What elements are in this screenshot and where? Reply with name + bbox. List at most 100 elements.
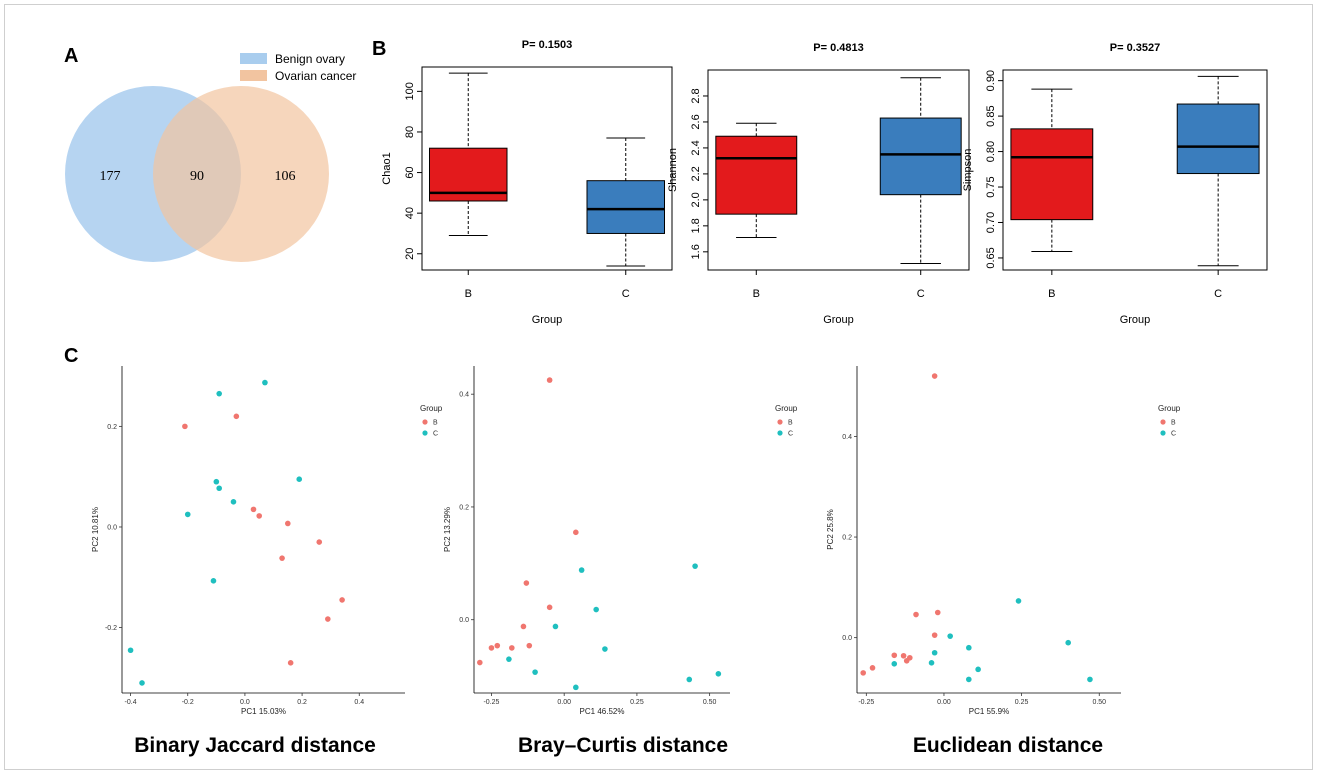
point-C <box>506 656 512 662</box>
y-axis-label-chao1: Chao1 <box>381 152 393 184</box>
point-C <box>975 666 981 673</box>
point-C <box>230 499 237 505</box>
y-tick-label: 0.65 <box>985 247 997 268</box>
boxplot-shannon: P= 0.4813 1.6 1.8 2.0 2.2 2.4 2.6 2.8 Shannon B C G… <box>667 42 970 326</box>
caption-euclidean: Euclidean distance <box>913 734 1103 757</box>
x-tick-label: 0.25 <box>630 699 644 706</box>
y-tick-label: 0.70 <box>985 212 997 233</box>
x-tick-label: 0.2 <box>297 699 307 706</box>
point-B <box>284 520 291 527</box>
x-axis-label-simpson: Group <box>1120 314 1151 326</box>
point-B <box>488 645 495 651</box>
x-axis-label-chao1: Group <box>532 314 563 326</box>
point-B <box>891 652 898 659</box>
y-tick-label: 1.6 <box>690 244 702 259</box>
y-tick-label: 2.6 <box>690 114 702 129</box>
point-B <box>477 659 483 666</box>
point-B <box>287 660 294 666</box>
scatter-euclidean: -0.25 0.00 0.25 0.50 0.0 0.2 0.4 PC1 55.9% PC2 2… <box>826 366 1181 716</box>
y-tick-label: 0.2 <box>107 424 117 431</box>
y-tick-label: 0.75 <box>985 176 997 197</box>
panel-letter-a: A <box>64 45 78 67</box>
x-tick-label: 0.50 <box>703 699 717 706</box>
venn-diagram: 177 90 106 Benign ovary Ovarian cancer <box>65 52 356 262</box>
point-B <box>316 539 323 545</box>
y-tick-label: 0.4 <box>459 392 469 399</box>
point-B <box>546 604 553 611</box>
point-B <box>250 506 257 513</box>
legend-label-B: B <box>788 420 793 427</box>
point-C <box>947 633 953 639</box>
x-tick-label: 0.50 <box>1092 699 1106 706</box>
point-B <box>900 652 907 659</box>
y-tick-label: 100 <box>404 82 416 100</box>
legend-marker-C <box>422 430 428 436</box>
point-B <box>903 658 910 664</box>
box-C <box>879 117 962 196</box>
y-tick-label: 0.80 <box>985 141 997 162</box>
point-B <box>182 423 188 430</box>
point-C <box>216 390 222 397</box>
legend-marker-B <box>1160 419 1166 425</box>
box-B <box>715 135 798 215</box>
point-B <box>339 597 345 603</box>
point-B <box>869 665 876 671</box>
point-C <box>573 684 579 691</box>
legend-marker-C <box>777 430 783 436</box>
pvalue-title-chao1: P= 0.1503 <box>522 39 572 51</box>
legend-title-euclid: Group <box>1158 404 1181 413</box>
point-C <box>552 623 559 630</box>
legend-label-C: C <box>1171 431 1176 438</box>
point-B <box>934 609 941 616</box>
point-B <box>520 623 527 630</box>
y-tick-label: 0.4 <box>842 434 852 441</box>
point-C <box>891 661 898 667</box>
venn-legend-swatch-cancer <box>240 70 267 81</box>
venn-legend-swatch-benign <box>240 53 267 64</box>
y-axis-label-jaccard: PC2 10.81% <box>91 507 100 552</box>
legend-marker-C <box>1160 430 1166 436</box>
point-B <box>233 413 240 420</box>
figure-frame <box>4 4 1313 770</box>
y-tick-label: 40 <box>404 207 416 219</box>
point-C <box>1015 598 1022 604</box>
box-B <box>1010 128 1094 221</box>
x-axis-label-jaccard: PC1 15.03% <box>241 707 286 716</box>
legend-title-jaccard: Group <box>420 404 443 413</box>
x-tick-label: 0.25 <box>1015 699 1029 706</box>
point-C <box>213 478 220 485</box>
point-C <box>184 511 191 518</box>
point-B <box>546 377 553 383</box>
point-B <box>913 611 919 618</box>
point-C <box>931 649 938 656</box>
point-C <box>210 578 217 584</box>
legend-marker-B <box>777 419 783 425</box>
point-C <box>692 563 698 569</box>
point-C <box>296 476 303 482</box>
x-tick-label: 0.0 <box>240 699 250 706</box>
y-tick-label: 1.8 <box>690 218 702 233</box>
y-tick-label: 20 <box>404 248 416 260</box>
point-C <box>715 671 722 677</box>
y-axis-label-bray: PC2 13.29% <box>443 507 452 552</box>
x-tick-label-C: C <box>622 288 630 300</box>
point-C <box>1065 639 1071 646</box>
x-tick-label: -0.4 <box>125 699 137 706</box>
point-C <box>966 644 972 651</box>
legend-label-C: C <box>433 431 438 438</box>
point-C <box>928 660 935 666</box>
venn-count-cancer: 106 <box>275 169 296 184</box>
x-axis-label-shannon: Group <box>823 314 854 326</box>
y-tick-label: 2.8 <box>690 88 702 103</box>
venn-count-benign: 177 <box>100 169 121 184</box>
y-axis-label-simpson: Simpson <box>962 149 974 192</box>
point-B <box>494 642 501 649</box>
point-C <box>602 646 608 652</box>
point-C <box>216 485 222 492</box>
point-B <box>931 373 938 379</box>
point-C <box>532 669 538 675</box>
y-axis-label-euclid: PC2 25.8% <box>826 509 835 549</box>
y-tick-label: 80 <box>404 126 416 138</box>
point-B <box>523 580 530 586</box>
